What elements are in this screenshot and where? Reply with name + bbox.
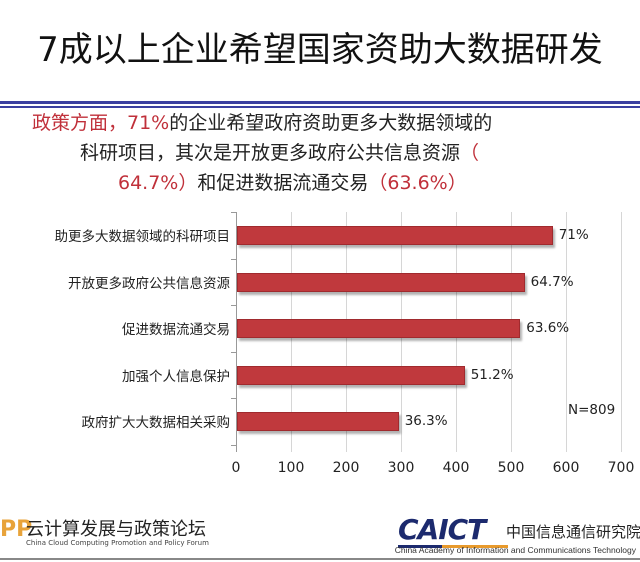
bar: [237, 272, 525, 292]
x-tick-label: 200: [332, 460, 360, 476]
summary-highlight: （63.6%）: [368, 172, 467, 194]
summary-highlight: 政策方面，71%: [32, 112, 170, 134]
data-label: 51.2%: [470, 366, 514, 383]
y-axis-tick: [231, 212, 236, 213]
title-divider-secondary: [0, 106, 640, 108]
data-label: 63.6%: [526, 320, 570, 337]
ccpp-name-cn: 云计算发展与政策论坛: [26, 519, 206, 540]
page-title: 7成以上企业希望国家资助大数据研发: [37, 30, 603, 70]
summary-line-1: 政策方面，71%的企业希望政府资助更多大数据领域的: [32, 108, 640, 135]
summary-text: 的企业希望政府资助更多大数据领域的: [169, 112, 493, 134]
sample-size-annotation: N=809: [568, 402, 616, 418]
category-label: 开放更多政府公共信息资源: [68, 275, 230, 292]
summary-line-3: 64.7%）和促进数据流通交易（63.6%）: [118, 168, 640, 195]
gridline: [566, 212, 567, 452]
bar: [237, 226, 553, 246]
bar: [237, 412, 399, 432]
gridline: [621, 212, 622, 452]
y-axis-tick: [231, 351, 236, 353]
y-axis-line: [236, 212, 237, 452]
bar: [237, 319, 521, 339]
summary-text: 科研项目，其次是开放更多政府公共信息资源: [80, 142, 461, 164]
x-tick-label: 400: [442, 460, 470, 476]
data-label: 71%: [558, 227, 589, 244]
x-tick-label: 0: [231, 460, 241, 476]
ccpp-logo-mark: PP: [0, 517, 33, 542]
summary-text: 和促进数据流通交易: [197, 172, 369, 194]
caict-underline: [398, 545, 508, 548]
bar: [237, 365, 465, 385]
summary-highlight: 64.7%）: [118, 172, 198, 194]
x-tick-label: 600: [552, 460, 580, 476]
ccpp-name-en: China Cloud Computing Promotion and Poli…: [26, 539, 209, 547]
caict-logo-mark: CAICT: [398, 513, 486, 546]
x-tick-label: 500: [497, 460, 525, 476]
data-label: 64.7%: [530, 273, 574, 290]
category-label: 加强个人信息保护: [122, 368, 230, 385]
category-label: 政府扩大大数据相关采购: [81, 415, 231, 432]
summary-line-2: 科研项目，其次是开放更多政府公共信息资源（: [80, 138, 640, 165]
x-tick-label: 700: [607, 460, 635, 476]
x-tick-label: 100: [277, 460, 305, 476]
y-axis-tick: [231, 305, 236, 306]
y-axis-tick: [231, 398, 236, 399]
y-axis-tick: [231, 258, 236, 260]
title-divider: [0, 101, 640, 104]
data-label: 36.3%: [404, 413, 448, 430]
category-label: 促进数据流通交易: [122, 322, 230, 339]
x-tick-label: 300: [387, 460, 415, 476]
summary-highlight: （: [460, 142, 480, 164]
footer-divider: [0, 558, 640, 560]
y-axis-tick: [231, 444, 236, 446]
caict-name-cn: 中国信息通信研究院: [506, 523, 640, 541]
category-label: 助更多大数据领域的科研项目: [54, 229, 231, 246]
caict-name-en: China Academy of Information and Communi…: [394, 545, 636, 555]
